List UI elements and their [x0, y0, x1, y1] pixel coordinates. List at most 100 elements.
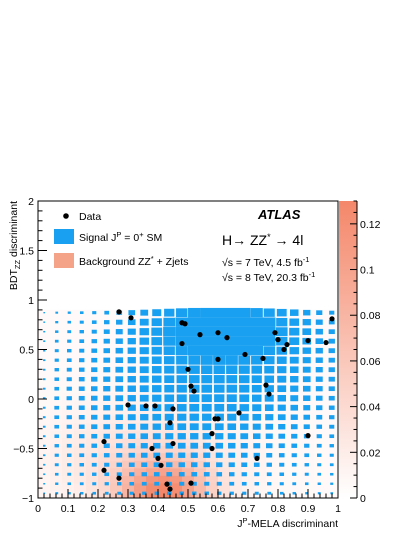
- signal-bin: [315, 357, 323, 363]
- signal-bin: [103, 376, 111, 382]
- signal-bin: [164, 365, 175, 374]
- data-point: [185, 366, 191, 372]
- signal-bin: [43, 349, 46, 352]
- signal-bin: [277, 366, 287, 374]
- signal-bin: [103, 414, 111, 420]
- legend: Data Signal JP = 0+ SM Background ZZ* + …: [54, 211, 188, 268]
- signal-bin: [289, 309, 299, 316]
- data-point: [164, 481, 170, 487]
- background-bin: [170, 407, 183, 416]
- background-bin: [110, 460, 123, 469]
- signal-bin: [226, 375, 238, 384]
- signal-bin: [152, 433, 161, 440]
- background-bin: [134, 445, 147, 454]
- signal-bin: [91, 414, 98, 420]
- signal-bin: [239, 394, 250, 402]
- signal-bin: [165, 452, 173, 458]
- signal-bin: [117, 482, 122, 486]
- legend-signal-label: Signal JP = 0+ SM: [79, 230, 162, 244]
- background-bin: [314, 370, 327, 379]
- background-bin: [194, 475, 207, 484]
- signal-bin: [329, 434, 335, 439]
- signal-bin: [304, 482, 309, 486]
- signal-bin: [54, 434, 60, 438]
- background-bin: [242, 430, 255, 439]
- background-bin: [182, 355, 195, 363]
- signal-bin: [227, 433, 236, 440]
- signal-bin: [67, 330, 72, 334]
- signal-bin: [317, 453, 322, 457]
- signal-bin: [115, 395, 124, 402]
- signal-bin: [151, 375, 162, 383]
- signal-bin: [66, 443, 72, 448]
- legend-data-marker: [63, 213, 69, 219]
- signal-bin: [66, 377, 72, 382]
- background-bin: [230, 452, 243, 461]
- signal-bin: [78, 424, 85, 429]
- background-bin: [110, 407, 123, 416]
- signal-bin: [115, 424, 123, 430]
- signal-bin: [66, 424, 72, 429]
- signal-bin: [238, 365, 250, 374]
- signal-bin: [278, 443, 285, 449]
- background-bin: [218, 482, 231, 491]
- signal-bin: [240, 423, 249, 430]
- background-bin: [38, 430, 51, 439]
- signal-bin: [191, 462, 198, 468]
- signal-bin: [214, 394, 225, 403]
- signal-bin: [304, 472, 309, 476]
- signal-bin: [316, 414, 323, 420]
- background-bin: [122, 460, 135, 469]
- signal-bin: [67, 348, 72, 353]
- signal-bin: [202, 413, 212, 421]
- signal-bin: [304, 443, 310, 448]
- signal-bin: [315, 328, 323, 335]
- background-bin: [158, 482, 171, 491]
- background-bin: [182, 437, 195, 446]
- signal-bin: [79, 434, 85, 439]
- signal-bin: [127, 328, 136, 335]
- signal-bin: [164, 375, 175, 384]
- signal-bin: [128, 433, 136, 439]
- signal-bin: [316, 424, 323, 429]
- signal-bin: [42, 406, 46, 409]
- signal-bin: [104, 320, 110, 325]
- background-bin: [146, 370, 159, 379]
- signal-bin: [115, 347, 123, 354]
- background-bin: [110, 339, 123, 348]
- data-point: [155, 455, 161, 461]
- data-point: [158, 462, 164, 468]
- signal-bin: [54, 463, 59, 467]
- signal-bin: [127, 404, 136, 411]
- background-bin: [146, 452, 159, 461]
- background-bin: [86, 482, 99, 491]
- signal-bin: [79, 339, 85, 344]
- background-bin: [38, 445, 51, 454]
- background-bin: [242, 445, 255, 454]
- z-tick-label: 0.1: [360, 265, 375, 277]
- background-bin: [218, 430, 231, 439]
- signal-bin: [264, 385, 274, 393]
- signal-bin: [304, 463, 309, 467]
- signal-bin: [303, 309, 311, 316]
- x-tick-label: 0.5: [181, 503, 196, 515]
- signal-bin: [103, 357, 111, 363]
- signal-bin: [292, 482, 297, 486]
- signal-bin: [92, 311, 97, 315]
- signal-bin: [329, 424, 335, 429]
- signal-bin: [275, 327, 288, 337]
- signal-bin: [203, 462, 210, 468]
- background-bin: [182, 362, 195, 371]
- signal-bin: [228, 442, 236, 449]
- signal-bin: [129, 481, 135, 486]
- signal-bin: [116, 472, 122, 477]
- signal-bin: [263, 356, 275, 365]
- background-bin: [194, 467, 207, 476]
- background-bin: [134, 422, 147, 431]
- signal-bin: [305, 492, 309, 495]
- background-bin: [314, 332, 327, 341]
- background-bin: [110, 475, 123, 484]
- signal-bin: [140, 423, 149, 430]
- signal-bin: [104, 310, 110, 315]
- signal-bin: [175, 326, 188, 337]
